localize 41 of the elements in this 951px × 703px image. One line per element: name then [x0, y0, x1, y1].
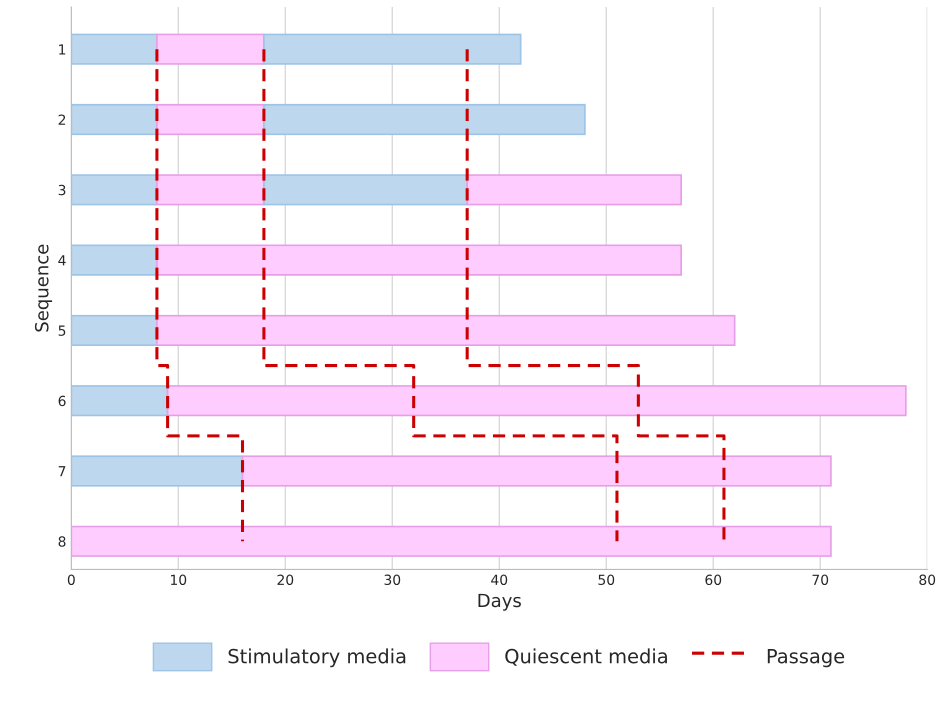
x-tick-label: 10	[171, 574, 186, 586]
bar	[242, 455, 832, 487]
x-tick-label: 0	[68, 574, 75, 586]
bar	[156, 314, 736, 346]
x-tick-label: 20	[277, 574, 294, 586]
bar	[71, 34, 158, 65]
y-tick-label: 5	[58, 326, 66, 336]
bar	[71, 314, 158, 346]
y-tick-label: 6	[58, 396, 66, 406]
bar	[156, 174, 265, 206]
bar	[71, 385, 168, 416]
x-tick-label: 30	[384, 574, 400, 586]
y-tick-label: 2	[58, 114, 66, 125]
y-tick-label: 8	[58, 536, 66, 547]
legend-label: Passage	[768, 649, 844, 668]
x-tick-label: 70	[812, 574, 828, 586]
y-tick-label: 4	[58, 255, 66, 266]
y-tick-label: 1	[59, 44, 66, 54]
bar	[71, 174, 158, 206]
bar	[263, 104, 586, 136]
bar	[71, 455, 244, 487]
y-axis-title: Sequence	[34, 244, 52, 332]
x-tick-label: 60	[705, 574, 722, 586]
bar	[466, 174, 682, 206]
x-axis-title: Days	[478, 594, 521, 611]
bar	[71, 244, 158, 276]
bar	[156, 34, 265, 65]
y-tick-label: 7	[58, 466, 66, 476]
legend-label: Stimulatory media	[228, 648, 406, 668]
y-tick-label: 3	[58, 184, 66, 196]
bar	[156, 244, 682, 276]
bar	[71, 104, 158, 136]
x-tick-label: 80	[919, 574, 936, 586]
bar	[71, 526, 832, 557]
legend-label: Quiescent media	[505, 648, 667, 666]
x-tick-label: 50	[598, 574, 614, 586]
bar	[263, 174, 468, 206]
x-tick-label: 40	[491, 574, 508, 586]
bar	[156, 104, 265, 136]
bar	[263, 34, 522, 65]
bar	[166, 385, 907, 416]
